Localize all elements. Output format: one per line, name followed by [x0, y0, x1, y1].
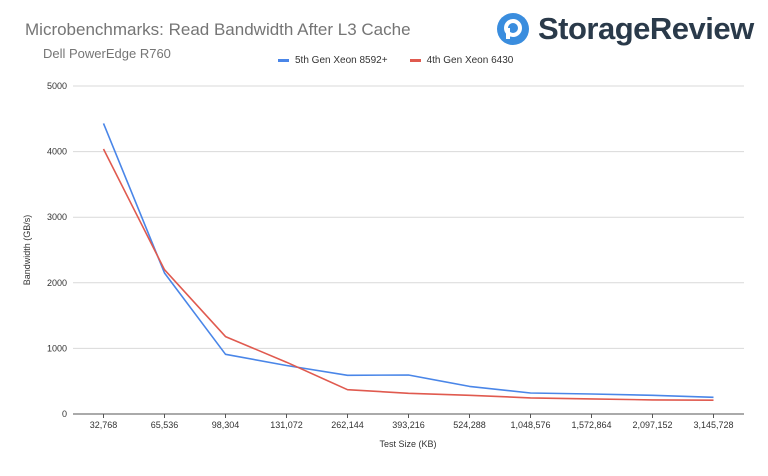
x-tick-label: 65,536 — [151, 420, 179, 430]
y-tick-label: 1000 — [47, 343, 67, 353]
x-tick-label: 2,097,152 — [632, 420, 672, 430]
legend-item-series-1: 5th Gen Xeon 8592+ — [278, 55, 388, 66]
y-tick-labels: 0 1000 2000 3000 4000 5000 — [47, 81, 67, 419]
x-tick-label: 32,768 — [90, 420, 118, 430]
legend-swatch-series-1 — [278, 59, 289, 62]
y-tick-label: 4000 — [47, 147, 67, 157]
y-axis-label: Bandwidth (GB/s) — [22, 215, 32, 286]
y-tick-label: 5000 — [47, 81, 67, 91]
x-tick-label: 1,572,864 — [571, 420, 611, 430]
brand-logo: StorageReview — [496, 9, 754, 49]
series-line-1 — [102, 123, 714, 399]
series-line-2 — [102, 148, 714, 402]
x-tick-label: 3,145,728 — [693, 420, 733, 430]
x-axis-label: Test Size (KB) — [379, 439, 436, 449]
legend-label-series-2: 4th Gen Xeon 6430 — [426, 55, 514, 66]
x-tick-label: 131,072 — [270, 420, 303, 430]
x-tick-labels: 32,768 65,536 98,304 131,072 262,144 393,216 5… — [90, 420, 734, 430]
series-lines — [102, 123, 714, 402]
y-tick-label: 2000 — [47, 278, 67, 288]
x-tick-label: 524,288 — [453, 420, 486, 430]
x-tick-label: 1,048,576 — [510, 420, 550, 430]
storagereview-logo-icon — [497, 13, 529, 45]
x-tick-label: 262,144 — [331, 420, 364, 430]
y-tick-label: 3000 — [47, 212, 67, 222]
y-tick-label: 0 — [62, 409, 67, 419]
chart-title: Microbenchmarks: Read Bandwidth After L3… — [25, 20, 411, 39]
chart-subtitle: Dell PowerEdge R760 — [43, 46, 171, 61]
gridlines — [73, 85, 744, 418]
legend-label-series-1: 5th Gen Xeon 8592+ — [295, 55, 388, 66]
legend-item-series-2: 4th Gen Xeon 6430 — [409, 55, 514, 66]
brand-name: StorageReview — [538, 11, 754, 46]
x-tick-label: 98,304 — [212, 420, 240, 430]
legend: 5th Gen Xeon 8592+ 4th Gen Xeon 6430 — [278, 55, 513, 66]
legend-swatch-series-2 — [409, 59, 421, 62]
x-tick-label: 393,216 — [392, 420, 425, 430]
